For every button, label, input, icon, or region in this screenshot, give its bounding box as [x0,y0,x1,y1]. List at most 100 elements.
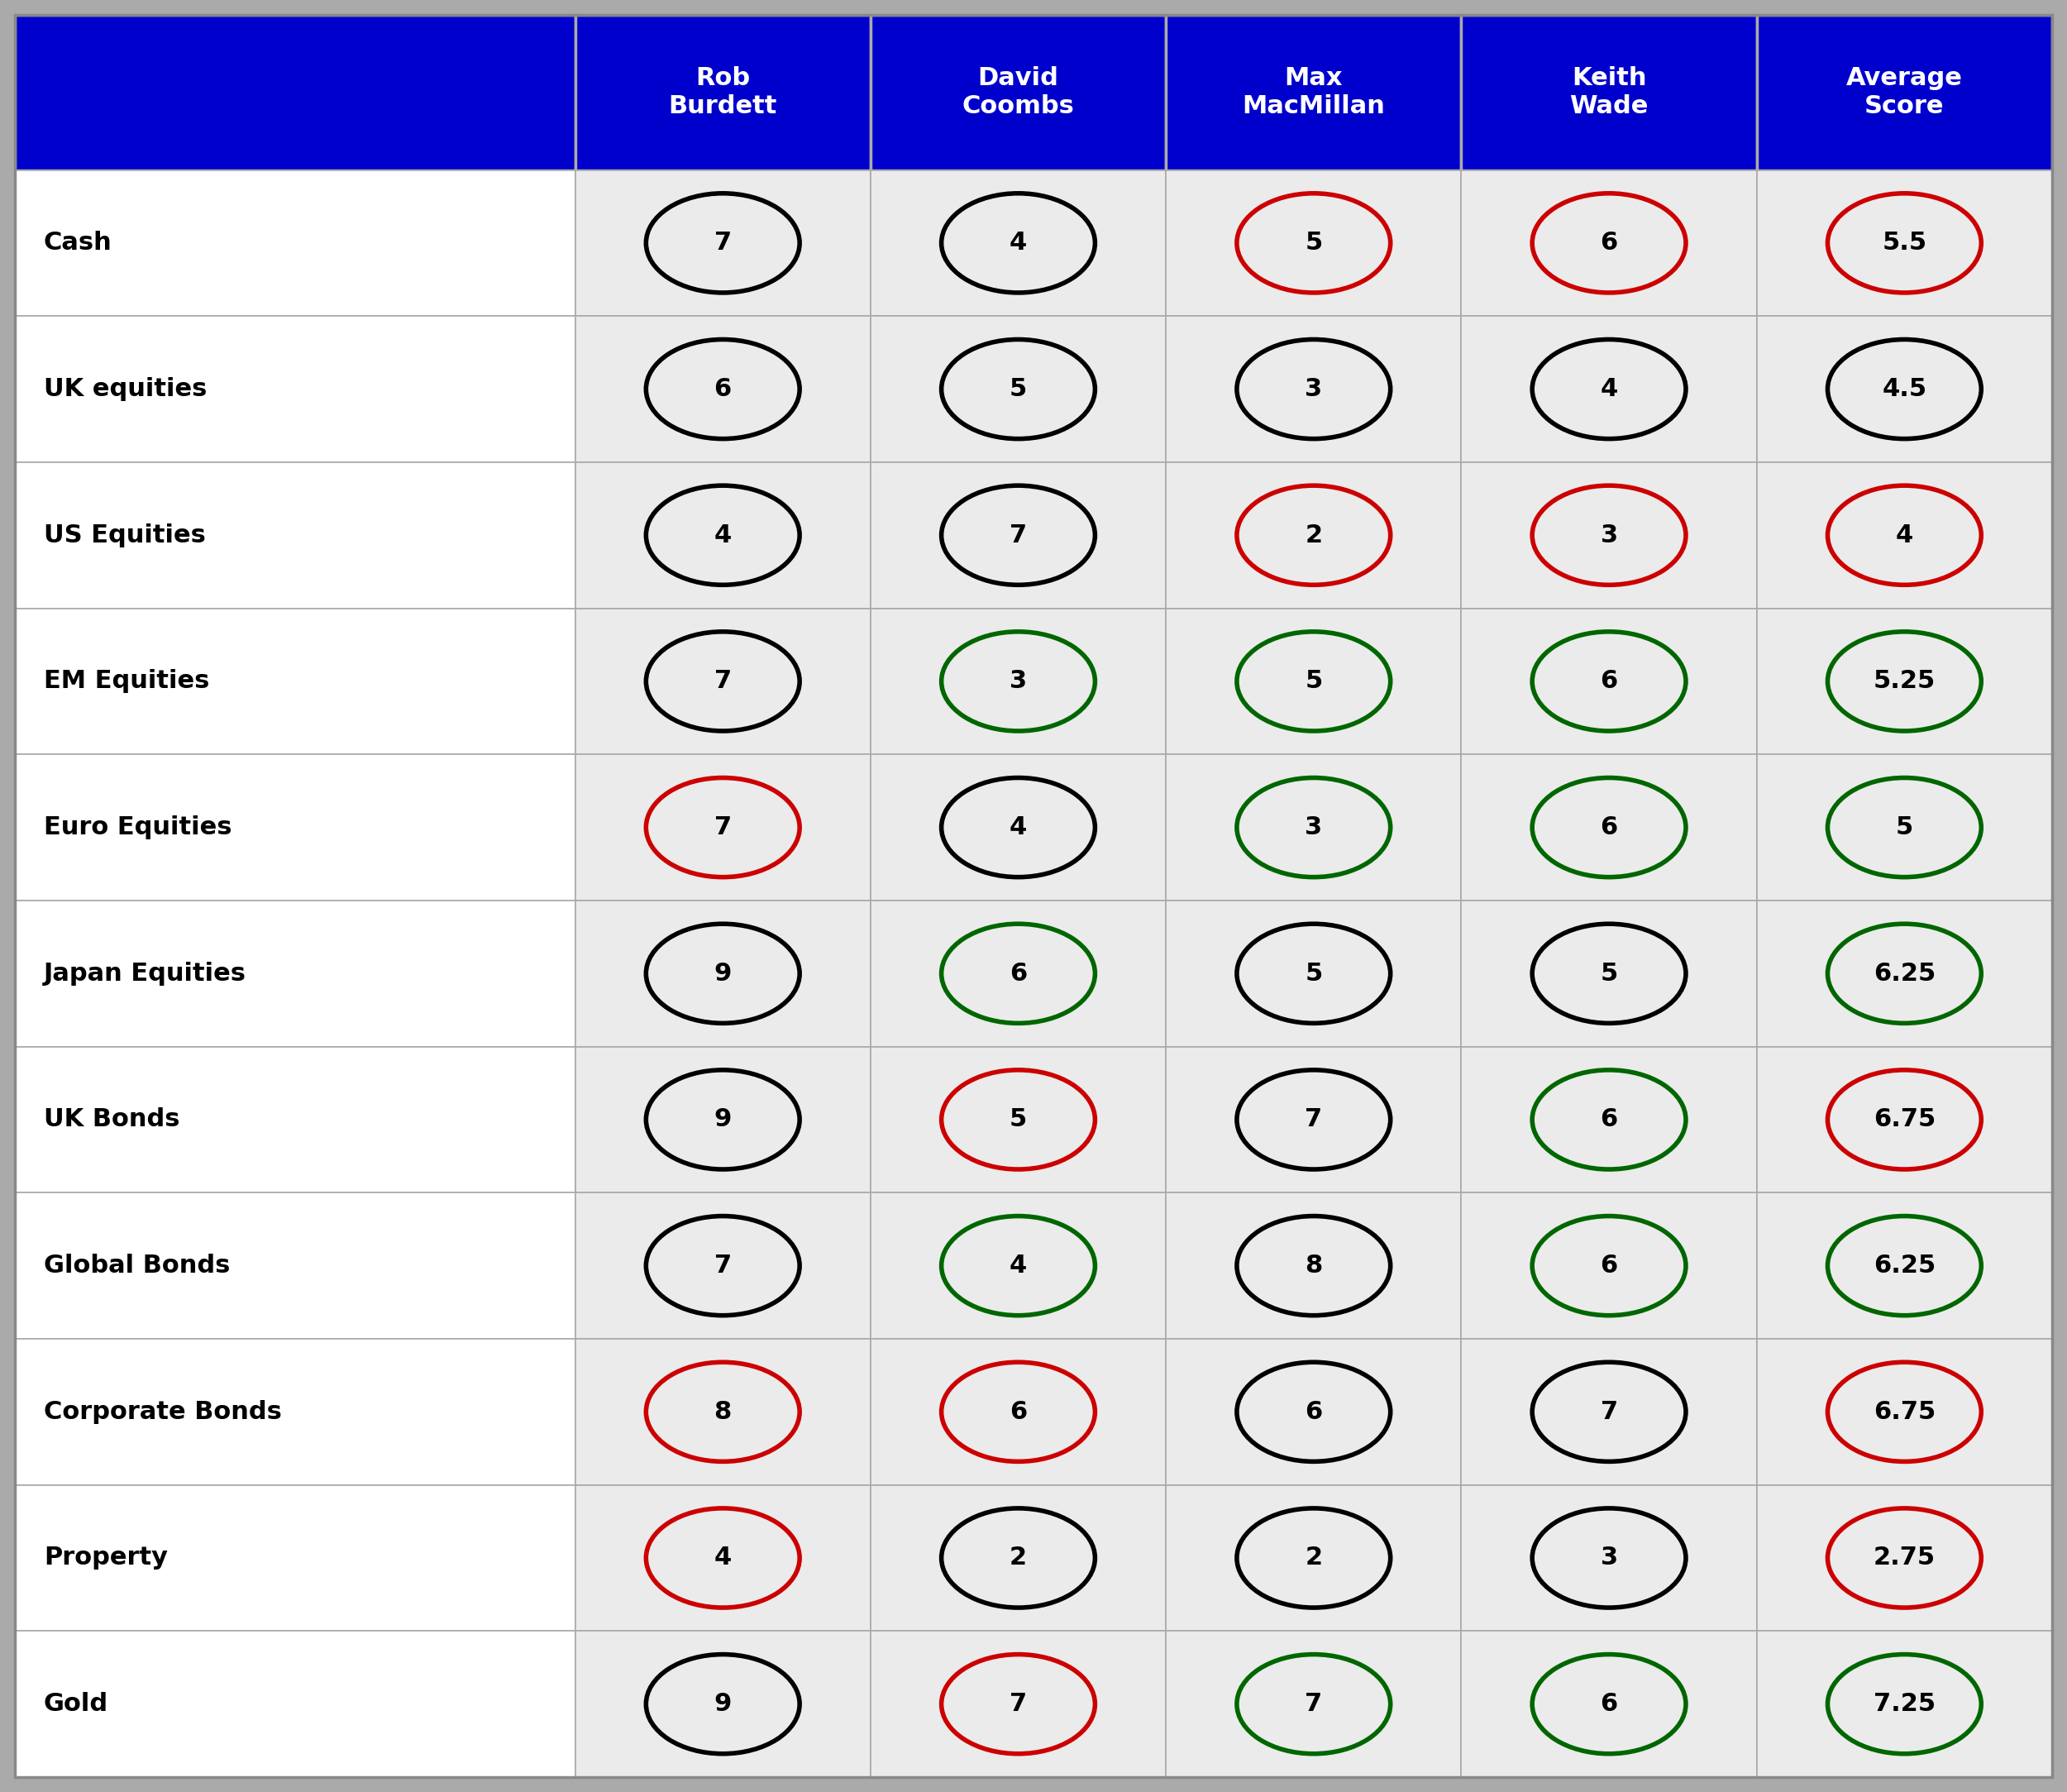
Bar [575,315,870,462]
Ellipse shape [1236,925,1391,1023]
Text: 3: 3 [1600,1546,1618,1570]
Ellipse shape [940,194,1096,292]
Bar [1461,754,1757,901]
Text: 4.5: 4.5 [1883,376,1926,401]
Ellipse shape [647,486,800,584]
Text: Gold: Gold [43,1692,107,1717]
Ellipse shape [940,486,1096,584]
Text: 3: 3 [1600,523,1618,547]
Text: 4: 4 [1009,1254,1027,1278]
Ellipse shape [1236,778,1391,876]
Bar [1166,1047,1461,1193]
Bar [575,607,870,754]
Ellipse shape [940,339,1096,439]
Bar [870,607,1166,754]
Bar [1461,901,1757,1047]
Text: 2.75: 2.75 [1873,1546,1935,1570]
Ellipse shape [1532,925,1687,1023]
Bar [14,1047,575,1193]
Bar [1757,901,2053,1047]
Bar [14,607,575,754]
Ellipse shape [1827,1070,1982,1170]
Bar [870,1631,1166,1778]
Ellipse shape [1827,339,1982,439]
Text: 9: 9 [713,1692,732,1717]
Ellipse shape [647,925,800,1023]
Ellipse shape [1827,925,1982,1023]
Text: Max
MacMillan: Max MacMillan [1242,66,1385,118]
Ellipse shape [940,1362,1096,1462]
Text: 5: 5 [1304,231,1323,254]
Ellipse shape [1532,1217,1687,1315]
Text: 4: 4 [1009,231,1027,254]
Text: 5: 5 [1895,815,1914,839]
Bar [14,754,575,901]
Ellipse shape [1236,1509,1391,1607]
Bar [575,462,870,607]
Ellipse shape [647,631,800,731]
Ellipse shape [1827,778,1982,876]
Text: 5.25: 5.25 [1873,670,1935,694]
Ellipse shape [940,1654,1096,1754]
Bar [870,170,1166,315]
Text: Global Bonds: Global Bonds [43,1254,229,1278]
Bar [1166,170,1461,315]
Text: 4: 4 [1895,523,1914,547]
Text: 6.25: 6.25 [1873,1254,1935,1278]
Bar [1461,1047,1757,1193]
Text: Property: Property [43,1546,167,1570]
Text: 3: 3 [1304,376,1323,401]
Text: 6: 6 [1600,815,1618,839]
Bar [1461,170,1757,315]
Bar [1461,1631,1757,1778]
Bar [1166,754,1461,901]
Bar [1166,1631,1461,1778]
FancyBboxPatch shape [14,14,575,170]
Ellipse shape [1236,1070,1391,1170]
Ellipse shape [647,1070,800,1170]
Bar [870,1047,1166,1193]
Text: 5: 5 [1009,376,1027,401]
Bar [14,901,575,1047]
Text: 5.5: 5.5 [1883,231,1926,254]
Text: 6.75: 6.75 [1873,1400,1935,1425]
Text: 4: 4 [1009,815,1027,839]
Text: Corporate Bonds: Corporate Bonds [43,1400,281,1425]
Text: 4: 4 [1600,376,1618,401]
Ellipse shape [940,1509,1096,1607]
Bar [14,1339,575,1486]
Bar [1166,315,1461,462]
Text: 6.25: 6.25 [1873,962,1935,986]
Ellipse shape [1236,1362,1391,1462]
Ellipse shape [1532,631,1687,731]
Text: 7: 7 [1304,1692,1323,1717]
Bar [1757,462,2053,607]
Bar [1757,754,2053,901]
Text: 8: 8 [1304,1254,1323,1278]
Ellipse shape [1827,1362,1982,1462]
Bar [14,315,575,462]
Text: 2: 2 [1304,523,1323,547]
Text: 7: 7 [1009,1692,1027,1717]
Bar [1461,1339,1757,1486]
Bar [870,1486,1166,1631]
Text: 2: 2 [1009,1546,1027,1570]
Ellipse shape [1532,1362,1687,1462]
Bar [1461,14,1757,170]
Text: 6: 6 [1600,670,1618,694]
Bar [870,1339,1166,1486]
Text: 7: 7 [1009,523,1027,547]
Bar [1757,14,2053,170]
Text: 7: 7 [1600,1400,1618,1425]
Ellipse shape [940,1070,1096,1170]
Bar [870,754,1166,901]
Text: Cash: Cash [43,231,112,254]
Bar [870,14,1166,170]
Text: UK equities: UK equities [43,376,207,401]
Ellipse shape [1532,339,1687,439]
Text: 3: 3 [1304,815,1323,839]
Bar [575,1631,870,1778]
Ellipse shape [647,339,800,439]
Bar [1166,14,1461,170]
Bar [575,901,870,1047]
